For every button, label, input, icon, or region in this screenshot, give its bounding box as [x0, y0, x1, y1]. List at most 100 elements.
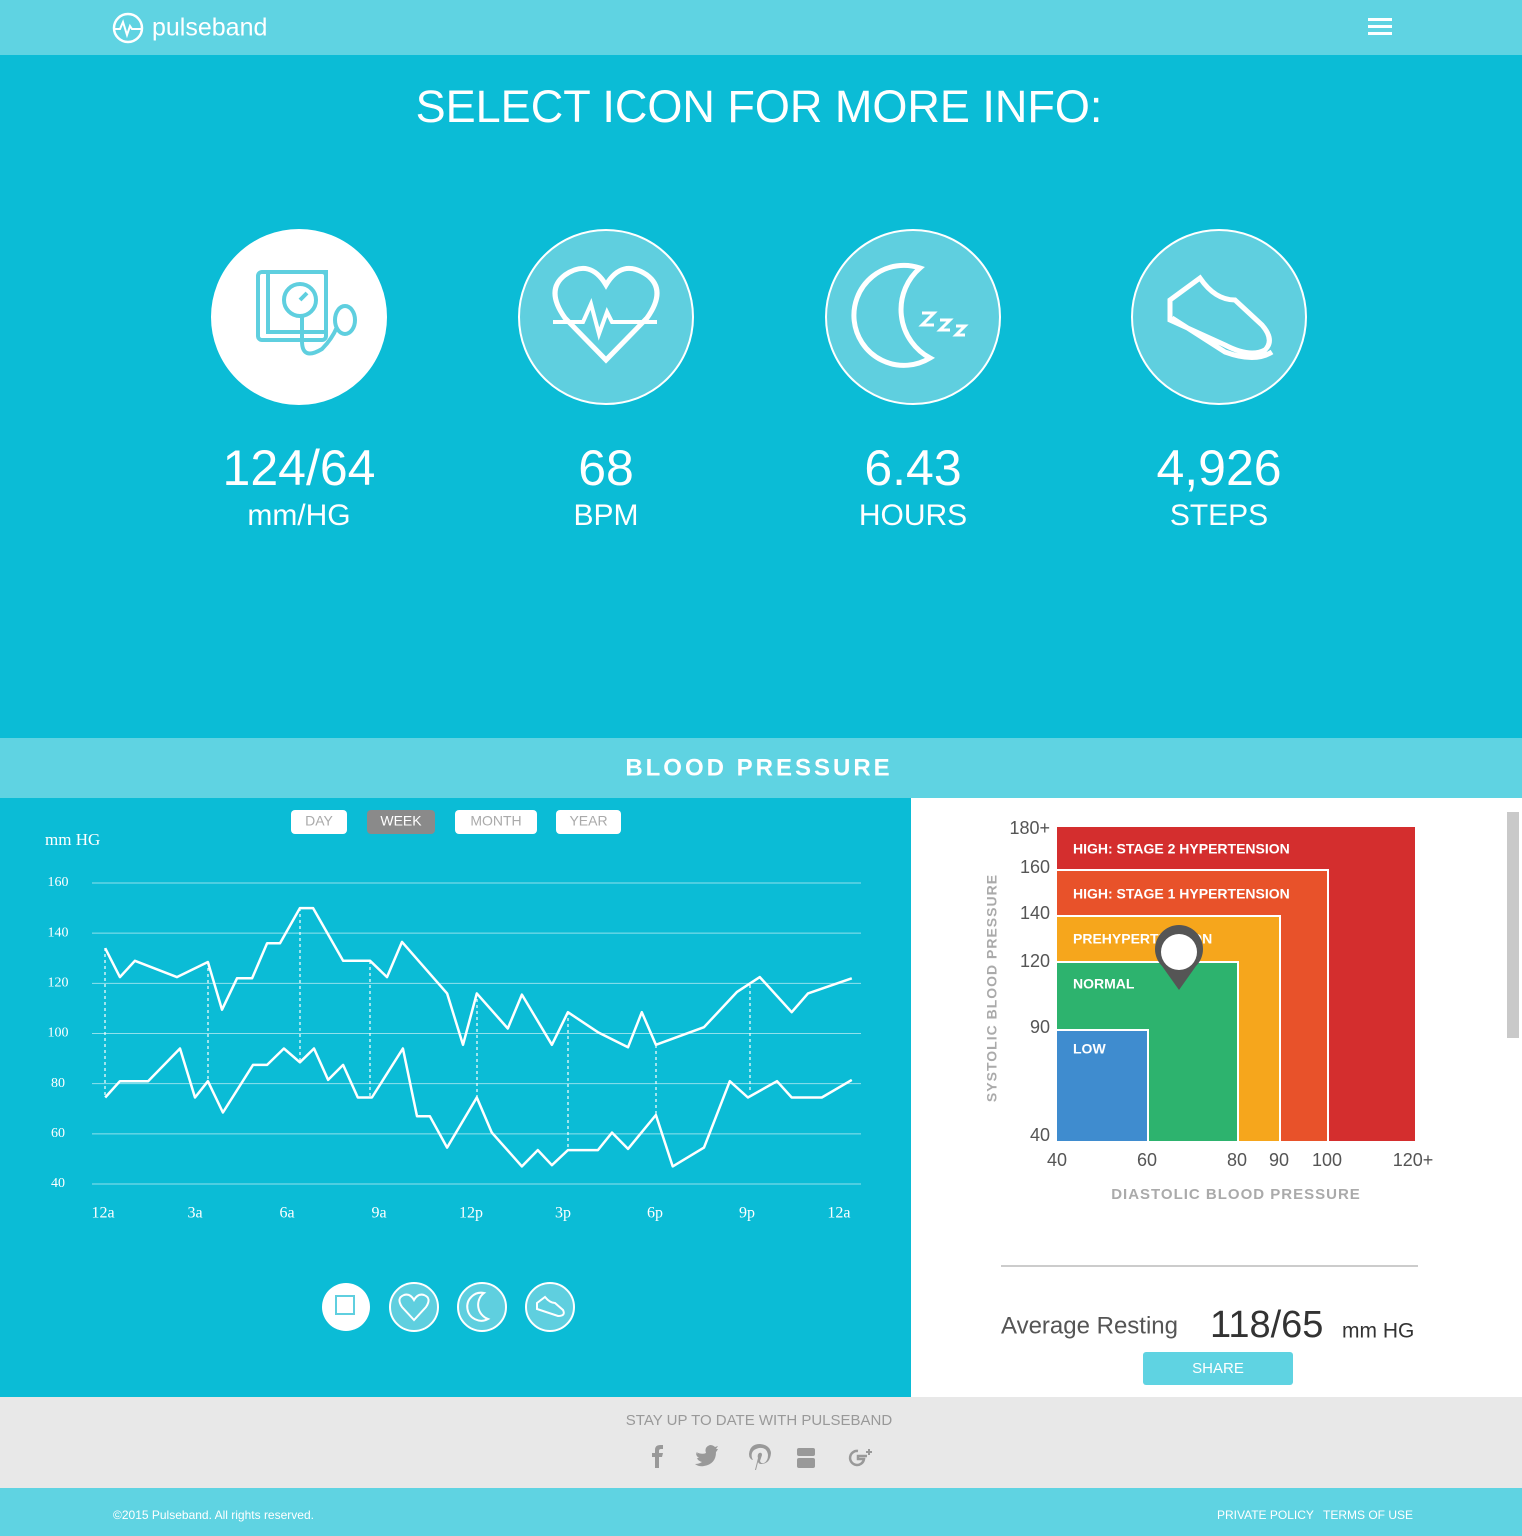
- button-text: SHARE: [1192, 1360, 1244, 1377]
- metric-value[interactable]: 124/64: [223, 440, 376, 496]
- moon-icon: [851, 262, 936, 368]
- y-tick-label: 40: [51, 1176, 65, 1191]
- tab[interactable]: YEAR: [556, 810, 621, 834]
- x-tick-label: 6p: [647, 1205, 663, 1222]
- heart-pulse: [553, 298, 657, 341]
- metric-value[interactable]: 6.43: [864, 440, 961, 496]
- sleep-button[interactable]: [825, 229, 1001, 405]
- menu-line: [1368, 18, 1392, 21]
- tab[interactable]: MONTH: [455, 810, 537, 834]
- tab-bg: [455, 810, 537, 834]
- steps-button[interactable]: [1131, 229, 1307, 405]
- mini-icon: [457, 1282, 507, 1332]
- footer-tagline: STAY UP TO DATE WITH PULSEBAND: [626, 1412, 893, 1429]
- mini-icon: [525, 1282, 575, 1332]
- line-chart: 40 60 80 100 120 140 160 12a 3a 6a 9a 12p 3p 6p 9p 12a: [48, 875, 861, 1222]
- metric-value[interactable]: 4,926: [1156, 440, 1281, 496]
- metric-value[interactable]: 68: [578, 440, 634, 496]
- x-tick-label: 3a: [187, 1205, 202, 1222]
- footer-link[interactable]: TERMS OF USE: [1323, 1508, 1413, 1522]
- zones-x-tick: 100: [1312, 1150, 1342, 1170]
- mini-heart[interactable]: [389, 1282, 439, 1332]
- y-tick-label: 140: [48, 925, 69, 940]
- tab[interactable]: DAY: [291, 810, 347, 834]
- logo[interactable]: pulseband: [112, 12, 267, 44]
- facebook-icon[interactable]: [652, 1445, 663, 1468]
- zones-y-tick: 140: [1020, 903, 1050, 923]
- footer-link[interactable]: PRIVATE POLICY: [1217, 1508, 1314, 1522]
- mini-glyph: [466, 1291, 491, 1322]
- share-button[interactable]: SHARE: [1143, 1352, 1293, 1385]
- hero-bg: [0, 55, 1522, 738]
- metric-unit[interactable]: BPM: [573, 499, 638, 532]
- y-tick-label: 100: [48, 1026, 69, 1041]
- mini-icon: [322, 1283, 370, 1331]
- section-title: BLOOD PRESSURE: [625, 754, 892, 781]
- zones-x-tick: 60: [1137, 1150, 1157, 1170]
- zone-low: [1055, 1029, 1149, 1143]
- gplus-icon[interactable]: [848, 1449, 867, 1467]
- youtube-icon[interactable]: [797, 1448, 815, 1456]
- zones-y-tick: 180+: [1009, 818, 1050, 838]
- bp-icon: [256, 270, 357, 356]
- shoe-icon: [1167, 274, 1274, 360]
- x-tick-label: 9a: [371, 1205, 386, 1222]
- menu-line: [1368, 32, 1392, 35]
- mini-sleep[interactable]: [457, 1282, 507, 1332]
- tab-bg: [367, 810, 435, 834]
- footer-bg: [0, 1397, 1522, 1488]
- zones-y-tick: 160: [1020, 857, 1050, 877]
- tab-bg: [556, 810, 621, 834]
- x-tick-label: 3p: [555, 1205, 571, 1222]
- y-tick-label: 120: [48, 976, 69, 991]
- gplus-plus: [866, 1449, 872, 1455]
- zones-x-tick: 80: [1227, 1150, 1247, 1170]
- series-line: [104, 1047, 853, 1168]
- y-tick-label: 160: [48, 875, 69, 890]
- tabs: DAY WEEK MONTH YEAR: [291, 810, 621, 834]
- tab-label: DAY: [305, 813, 333, 829]
- zone-label: HIGH: STAGE 1 HYPERTENSION: [1073, 886, 1290, 902]
- zones-x-tick: 120+: [1393, 1150, 1434, 1170]
- twitter-icon[interactable]: [695, 1445, 718, 1467]
- mini-bp[interactable]: [322, 1283, 370, 1331]
- pinterest-icon[interactable]: [749, 1444, 771, 1470]
- logo-text: pulseband: [152, 14, 267, 42]
- range-connectors: [104, 908, 751, 1150]
- y-tick-label: 80: [51, 1076, 65, 1091]
- x-tick-label: 12p: [459, 1205, 483, 1222]
- icon-circle: [1131, 229, 1307, 405]
- tab-bg: [291, 810, 347, 834]
- bottom-bar: [0, 1488, 1522, 1536]
- tab-label: YEAR: [569, 813, 607, 829]
- tab-label: MONTH: [470, 813, 521, 829]
- social-icons: [652, 1444, 872, 1470]
- mini-steps[interactable]: [525, 1282, 575, 1332]
- heart-icon: [552, 265, 660, 364]
- zones-y-tick: 90: [1030, 1017, 1050, 1037]
- heart-button[interactable]: [518, 229, 694, 405]
- section-bar: [0, 738, 1522, 798]
- summary-unit: mm HG: [1342, 1320, 1414, 1343]
- metric-unit[interactable]: STEPS: [1170, 499, 1268, 532]
- metric-unit[interactable]: mm/HG: [247, 499, 350, 532]
- mini-icon: [389, 1282, 439, 1332]
- youtube-icon[interactable]: [797, 1458, 815, 1468]
- marker-dot: [1161, 934, 1197, 970]
- zzz-icon: [918, 311, 969, 337]
- zone-label: NORMAL: [1073, 976, 1135, 992]
- tab[interactable]: WEEK: [367, 810, 435, 834]
- zones: [1055, 825, 1417, 1143]
- y-axis-title: mm HG: [45, 830, 100, 849]
- metric-unit[interactable]: HOURS: [859, 499, 967, 532]
- zones-x-tick: 90: [1269, 1150, 1289, 1170]
- bp-button[interactable]: [211, 229, 387, 405]
- zones-x-title: DIASTOLIC BLOOD PRESSURE: [1111, 1186, 1361, 1203]
- x-tick-label: 12a: [91, 1205, 114, 1222]
- summary-value: 118/65: [1210, 1304, 1323, 1346]
- marker: [1154, 925, 1203, 990]
- mini-glyph: [398, 1293, 430, 1322]
- menu-button[interactable]: [1368, 18, 1392, 35]
